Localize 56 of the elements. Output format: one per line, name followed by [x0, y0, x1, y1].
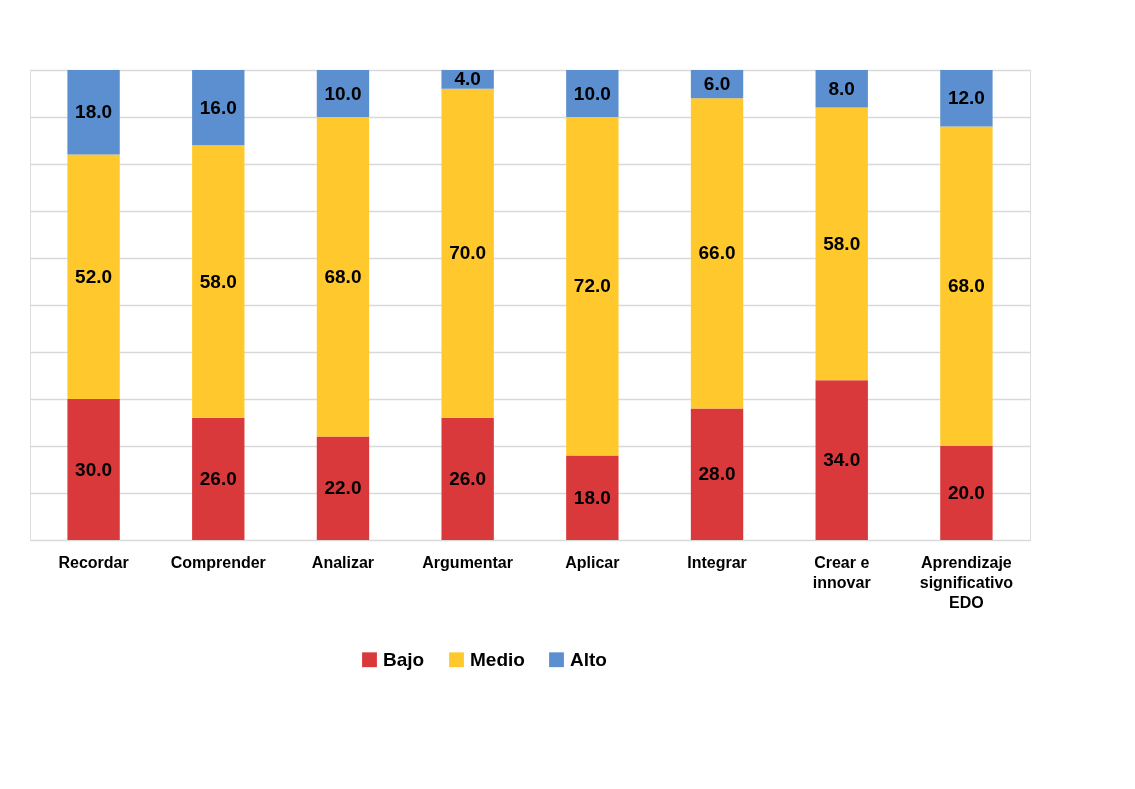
bar [192, 145, 245, 418]
data-label: 18.0 [75, 101, 113, 123]
data-label: 22.0 [324, 477, 362, 499]
data-label: 28.0 [698, 463, 736, 485]
bar [815, 380, 868, 540]
bar [192, 70, 245, 146]
data-label: 68.0 [324, 265, 362, 287]
bar [690, 98, 744, 409]
data-label: 12.0 [947, 87, 985, 109]
data-label: 68.0 [947, 275, 985, 297]
data-label: 72.0 [573, 275, 611, 297]
data-label: 58.0 [823, 232, 861, 254]
x-tick-label: Crear e innovar [812, 553, 871, 591]
data-label: 26.0 [449, 467, 487, 489]
bar [192, 417, 245, 540]
data-label: 16.0 [199, 96, 237, 118]
x-tick-label: Aplicar [565, 553, 620, 571]
data-label: 30.0 [75, 458, 113, 480]
data-label: 6.0 [703, 73, 731, 95]
data-label: 58.0 [199, 270, 237, 292]
data-label: 26.0 [199, 467, 237, 489]
data-label: 18.0 [573, 486, 611, 508]
legend-label: Medio [470, 648, 525, 670]
x-tick-label: Comprender [170, 553, 266, 571]
bar [316, 117, 370, 437]
bar [940, 70, 993, 127]
data-label: 66.0 [698, 242, 736, 264]
bar [566, 70, 619, 117]
data-label: 10.0 [324, 82, 362, 104]
data-label: 20.0 [947, 482, 985, 503]
x-tick-label: Integrar [687, 553, 747, 571]
data-label: 52.0 [75, 265, 113, 287]
bar [441, 417, 494, 540]
data-label: 70.0 [449, 242, 487, 264]
bar [67, 70, 120, 155]
bar [940, 446, 993, 540]
bar [815, 70, 868, 108]
bar [67, 154, 120, 399]
bar [316, 436, 370, 540]
data-label: 34.0 [823, 449, 861, 471]
bar [940, 126, 993, 446]
bar [815, 107, 868, 381]
data-label: 4.0 [454, 68, 481, 90]
x-tick-label: Analizar [311, 553, 375, 571]
x-tick-label: Argumentar [422, 553, 513, 571]
bar [566, 117, 619, 456]
x-tick-label: Aprendizaje significativo EDO [919, 553, 1014, 611]
data-label: 8.0 [828, 77, 855, 99]
legend-label: Bajo [383, 648, 425, 670]
data-label: 10.0 [573, 82, 611, 104]
bar [67, 399, 120, 540]
bar [441, 88, 494, 418]
bar [566, 455, 619, 540]
x-tick-label: Recordar [58, 553, 129, 571]
bar [690, 408, 744, 540]
legend-label: Alto [570, 648, 607, 670]
